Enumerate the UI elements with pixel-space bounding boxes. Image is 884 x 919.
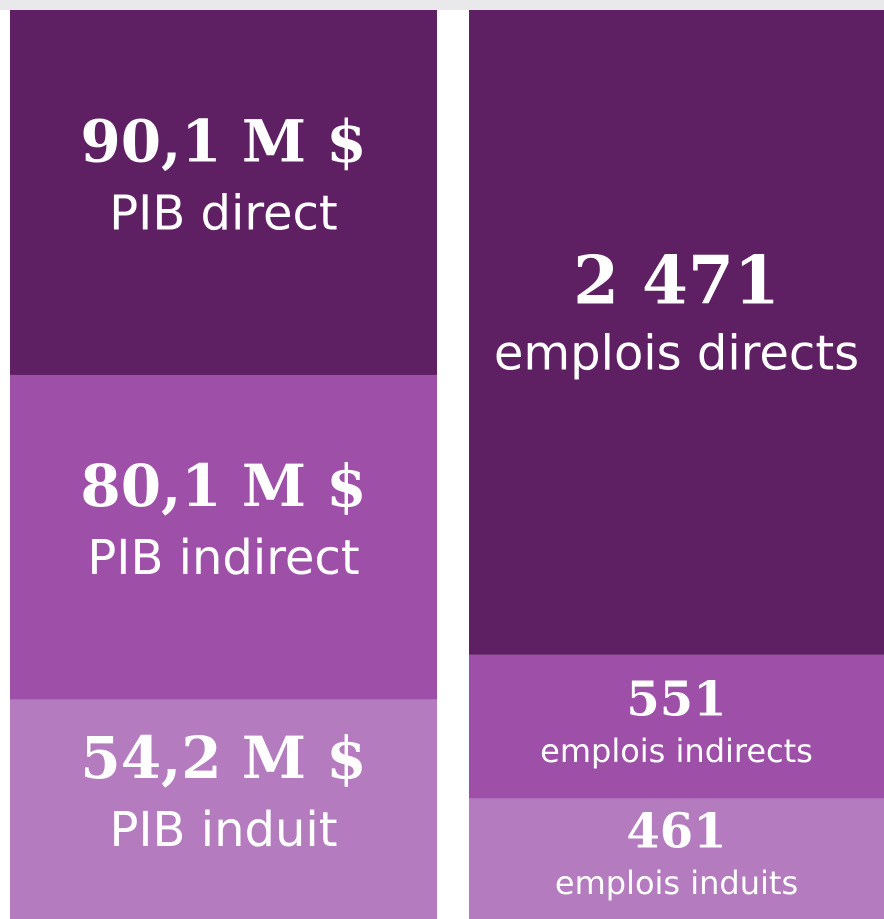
block-label: emplois directs	[494, 325, 859, 381]
value-label: 551	[626, 671, 726, 727]
block	[10, 10, 437, 375]
top-strip	[0, 0, 884, 10]
block-label: emplois induits	[555, 864, 798, 902]
value-label: 54,2 M $	[80, 724, 366, 792]
value-label: 80,1 M $	[80, 452, 366, 520]
block	[469, 654, 884, 799]
block-label: PIB indirect	[87, 530, 359, 586]
block	[10, 374, 437, 700]
block	[469, 798, 884, 919]
block	[469, 10, 884, 655]
block-label: emplois indirects	[540, 732, 813, 770]
block-label: PIB direct	[109, 185, 338, 241]
block-label: PIB induit	[109, 802, 337, 858]
value-label: 2 471	[573, 241, 780, 319]
value-label: 461	[626, 803, 726, 859]
block	[10, 699, 437, 919]
value-label: 90,1 M $	[80, 107, 366, 175]
